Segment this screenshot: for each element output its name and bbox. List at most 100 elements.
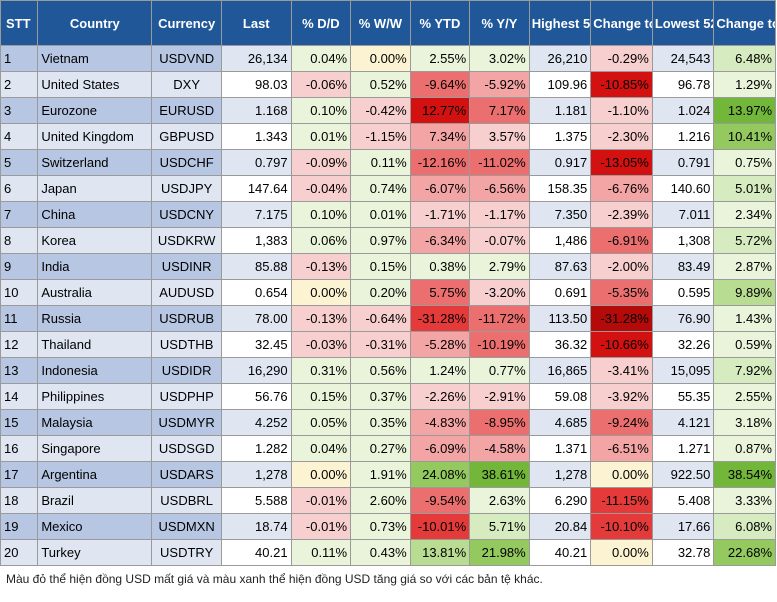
cell-ww: 0.27% bbox=[350, 435, 411, 462]
cell-high: 109.96 bbox=[528, 71, 592, 98]
table-row[interactable]: 13 Indonesia USDIDR 16,290 0.31% 0.56% 1.24% 0.… bbox=[0, 357, 776, 384]
cell-high: 36.32 bbox=[528, 331, 592, 358]
table-row[interactable]: 1 Vietnam USDVND 26,134 0.04% 0.00% 2.55% 3.02%… bbox=[0, 45, 776, 72]
table-row[interactable]: 5 Switzerland USDCHF 0.797 -0.09% 0.11% -12.16… bbox=[0, 149, 776, 176]
cell-stt: 12 bbox=[0, 331, 39, 358]
cell-dd: 0.06% bbox=[290, 227, 352, 254]
cell-ww: 2.60% bbox=[350, 487, 411, 514]
cell-ch-h: -31.28% bbox=[590, 305, 653, 332]
cell-ww: 0.74% bbox=[350, 175, 411, 202]
cell-dd: -0.03% bbox=[290, 331, 352, 358]
cell-currency: USDCNY bbox=[151, 201, 222, 228]
cell-ch-l: 38.54% bbox=[713, 461, 776, 488]
cell-ch-l: 3.33% bbox=[713, 487, 776, 514]
cell-currency: USDTRY bbox=[151, 539, 222, 566]
table-row[interactable]: 2 United States DXY 98.03 -0.06% 0.52% -9.64% -… bbox=[0, 71, 776, 98]
cell-last: 18.74 bbox=[220, 513, 292, 540]
cell-low: 55.35 bbox=[651, 383, 715, 410]
cell-country: Eurozone bbox=[37, 97, 153, 124]
col-header-change-h52w[interactable]: Change to H52W bbox=[590, 0, 653, 46]
cell-high: 0.917 bbox=[528, 149, 592, 176]
cell-dd: 0.10% bbox=[290, 201, 352, 228]
table-row[interactable]: 10 Australia AUDUSD 0.654 0.00% 0.20% 5.75% -3.… bbox=[0, 279, 776, 306]
col-header-change-l52w[interactable]: Change to L52W bbox=[713, 0, 776, 46]
cell-country: Japan bbox=[37, 175, 153, 202]
cell-yy: -1.17% bbox=[469, 201, 530, 228]
col-header-ytd[interactable]: % YTD bbox=[409, 0, 471, 46]
cell-yy: 38.61% bbox=[469, 461, 530, 488]
cell-low: 24,543 bbox=[651, 45, 715, 72]
cell-ch-l: 3.18% bbox=[713, 409, 776, 436]
cell-ytd: 5.75% bbox=[409, 279, 471, 306]
cell-dd: -0.09% bbox=[290, 149, 352, 176]
col-header-currency[interactable]: Currency bbox=[151, 0, 222, 46]
table-body: 1 Vietnam USDVND 26,134 0.04% 0.00% 2.55% 3.02%… bbox=[0, 45, 776, 566]
col-header-high52w[interactable]: Highest 52W bbox=[528, 0, 592, 46]
col-header-last[interactable]: Last bbox=[220, 0, 292, 46]
cell-yy: -6.56% bbox=[469, 175, 530, 202]
cell-dd: 0.04% bbox=[290, 435, 352, 462]
col-header-country[interactable]: Country bbox=[37, 0, 153, 46]
table-row[interactable]: 9 India USDINR 85.88 -0.13% 0.15% 0.38% 2.79% 87… bbox=[0, 253, 776, 280]
table-row[interactable]: 6 Japan USDJPY 147.64 -0.04% 0.74% -6.07% -6.56… bbox=[0, 175, 776, 202]
table-row[interactable]: 19 Mexico USDMXN 18.74 -0.01% 0.73% -10.01% 5.7… bbox=[0, 513, 776, 540]
table-row[interactable]: 20 Turkey USDTRY 40.21 0.11% 0.43% 13.81% 21.98… bbox=[0, 539, 776, 566]
col-header-ww[interactable]: % W/W bbox=[350, 0, 411, 46]
cell-last: 147.64 bbox=[220, 175, 292, 202]
table-row[interactable]: 16 Singapore USDSGD 1.282 0.04% 0.27% -6.09% -4… bbox=[0, 435, 776, 462]
col-header-low52w[interactable]: Lowest 52W bbox=[651, 0, 715, 46]
cell-yy: -3.20% bbox=[469, 279, 530, 306]
cell-currency: USDJPY bbox=[151, 175, 222, 202]
cell-ww: -0.31% bbox=[350, 331, 411, 358]
table-row[interactable]: 15 Malaysia USDMYR 4.252 0.05% 0.35% -4.83% -8.… bbox=[0, 409, 776, 436]
table-row[interactable]: 3 Eurozone EURUSD 1.168 0.10% -0.42% 12.77% 7.1… bbox=[0, 97, 776, 124]
col-header-stt[interactable]: STT bbox=[0, 0, 39, 46]
table-row[interactable]: 17 Argentina USDARS 1,278 0.00% 1.91% 24.08% 38… bbox=[0, 461, 776, 488]
cell-stt: 16 bbox=[0, 435, 39, 462]
cell-last: 0.797 bbox=[220, 149, 292, 176]
col-header-dd[interactable]: % D/D bbox=[290, 0, 352, 46]
cell-currency: USDIDR bbox=[151, 357, 222, 384]
cell-currency: GBPUSD bbox=[151, 123, 222, 150]
cell-low: 32.26 bbox=[651, 331, 715, 358]
table-row[interactable]: 18 Brazil USDBRL 5.588 -0.01% 2.60% -9.54% 2.63… bbox=[0, 487, 776, 514]
cell-ytd: 7.34% bbox=[409, 123, 471, 150]
table-row[interactable]: 4 United Kingdom GBPUSD 1.343 0.01% -1.15% 7.3… bbox=[0, 123, 776, 150]
cell-ch-l: 22.68% bbox=[713, 539, 776, 566]
cell-last: 26,134 bbox=[220, 45, 292, 72]
table-row[interactable]: 11 Russia USDRUB 78.00 -0.13% -0.64% -31.28% -1… bbox=[0, 305, 776, 332]
cell-country: India bbox=[37, 253, 153, 280]
cell-ch-l: 0.59% bbox=[713, 331, 776, 358]
cell-ytd: 2.55% bbox=[409, 45, 471, 72]
table-row[interactable]: 8 Korea USDKRW 1,383 0.06% 0.97% -6.34% -0.07% 1… bbox=[0, 227, 776, 254]
cell-yy: 7.17% bbox=[469, 97, 530, 124]
table-row[interactable]: 14 Philippines USDPHP 56.76 0.15% 0.37% -2.26%… bbox=[0, 383, 776, 410]
cell-ch-h: -0.29% bbox=[590, 45, 653, 72]
cell-ch-l: 10.41% bbox=[713, 123, 776, 150]
cell-ch-h: -2.39% bbox=[590, 201, 653, 228]
table-row[interactable]: 12 Thailand USDTHB 32.45 -0.03% -0.31% -5.28% -… bbox=[0, 331, 776, 358]
cell-ch-h: -5.35% bbox=[590, 279, 653, 306]
cell-ch-h: -1.10% bbox=[590, 97, 653, 124]
cell-ch-h: -10.85% bbox=[590, 71, 653, 98]
cell-yy: 5.71% bbox=[469, 513, 530, 540]
cell-last: 4.252 bbox=[220, 409, 292, 436]
cell-ytd: -9.64% bbox=[409, 71, 471, 98]
cell-ww: 0.20% bbox=[350, 279, 411, 306]
cell-country: Mexico bbox=[37, 513, 153, 540]
cell-country: Vietnam bbox=[37, 45, 153, 72]
cell-currency: USDRUB bbox=[151, 305, 222, 332]
table-row[interactable]: 7 China USDCNY 7.175 0.10% 0.01% -1.71% -1.17% 7… bbox=[0, 201, 776, 228]
cell-last: 7.175 bbox=[220, 201, 292, 228]
cell-yy: -10.19% bbox=[469, 331, 530, 358]
cell-low: 7.011 bbox=[651, 201, 715, 228]
cell-stt: 13 bbox=[0, 357, 39, 384]
cell-ww: 1.91% bbox=[350, 461, 411, 488]
cell-ch-l: 6.48% bbox=[713, 45, 776, 72]
col-header-yy[interactable]: % Y/Y bbox=[469, 0, 530, 46]
cell-country: United States bbox=[37, 71, 153, 98]
cell-ch-l: 1.43% bbox=[713, 305, 776, 332]
cell-currency: USDSGD bbox=[151, 435, 222, 462]
cell-high: 20.84 bbox=[528, 513, 592, 540]
cell-stt: 4 bbox=[0, 123, 39, 150]
